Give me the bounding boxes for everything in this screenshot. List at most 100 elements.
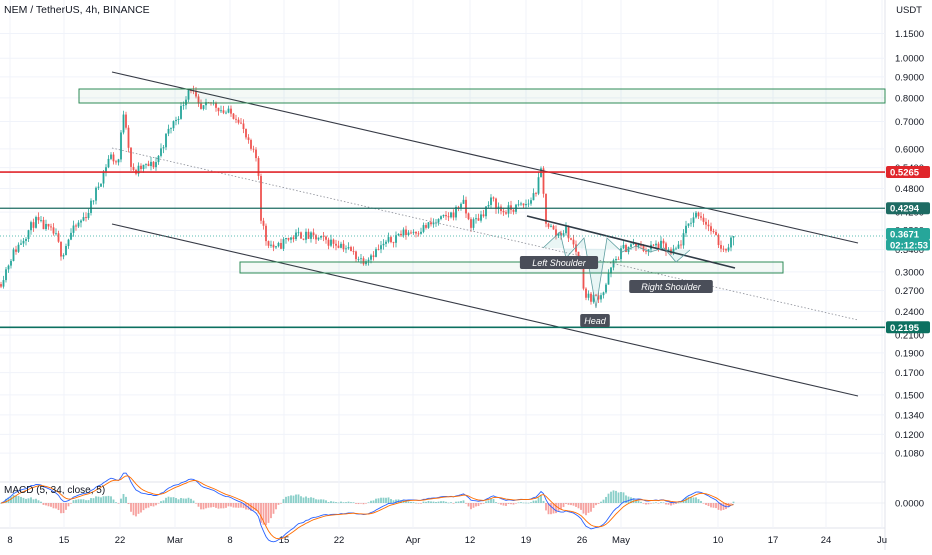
- head-label-text: Head: [584, 316, 607, 326]
- macd-histogram-bar: [297, 494, 300, 503]
- candle-body: [77, 222, 80, 227]
- macd-histogram-bar: [662, 502, 665, 504]
- candle-body: [157, 155, 160, 163]
- macd-histogram-bar: [577, 503, 580, 509]
- x-tick-label: 24: [821, 535, 832, 546]
- macd-histogram-bar: [32, 499, 35, 503]
- macd-legend: MACD (5, 34, close, 5): [4, 485, 106, 496]
- candle-body: [647, 249, 650, 252]
- macd-histogram-bar: [322, 499, 325, 503]
- macd-histogram-bar: [80, 499, 82, 503]
- candle-body: [537, 177, 540, 194]
- candle-body: [272, 244, 275, 248]
- macd-histogram-bar: [537, 497, 540, 503]
- candle-body: [310, 232, 312, 239]
- candle-body: [117, 159, 120, 163]
- candle-body: [477, 218, 480, 221]
- candle-body: [450, 212, 452, 218]
- y-tick-label: 0.9000: [895, 72, 924, 83]
- candle-body: [712, 231, 715, 232]
- candle-body: [122, 114, 125, 133]
- candle-body: [600, 295, 602, 300]
- price-label-last-bg: [886, 228, 930, 241]
- macd-histogram-bar: [25, 498, 27, 503]
- candle-body: [72, 225, 75, 233]
- candle-body: [322, 235, 325, 237]
- macd-histogram-bar: [517, 502, 520, 504]
- macd-histogram-bar: [540, 495, 542, 503]
- macd-histogram-bar: [415, 502, 417, 504]
- candle-body: [385, 241, 387, 244]
- macd-histogram-bar: [92, 498, 95, 503]
- macd-histogram-bar: [77, 499, 80, 503]
- candle-body: [532, 193, 535, 201]
- candle-body: [127, 127, 130, 148]
- macd-histogram-bar: [485, 501, 487, 503]
- macd-histogram-bar: [572, 503, 575, 506]
- macd-histogram-bar: [112, 499, 115, 503]
- macd-histogram-bar: [502, 503, 505, 506]
- macd-histogram-bar: [615, 490, 617, 503]
- macd-histogram-bar: [585, 503, 587, 516]
- macd-histogram-bar: [337, 502, 340, 504]
- candle-body: [97, 186, 100, 188]
- macd-histogram-bar: [702, 503, 705, 504]
- y-tick-label: 0.7000: [895, 117, 924, 128]
- candle-body: [367, 259, 370, 262]
- macd-histogram-bar: [465, 503, 467, 504]
- candle-body: [717, 234, 720, 246]
- macd-histogram-bar: [367, 502, 370, 503]
- head-shoulders-shape: [542, 231, 691, 309]
- macd-histogram-bar: [712, 503, 715, 508]
- price-label-teal-text: 0.4294: [890, 204, 920, 215]
- candle-body: [510, 205, 512, 210]
- macd-histogram-bar: [235, 503, 237, 508]
- candle-body: [370, 255, 372, 260]
- x-tick-label: May: [612, 535, 630, 546]
- candle-body: [577, 251, 580, 260]
- macd-histogram-bar: [380, 497, 382, 503]
- candle-body: [115, 161, 117, 163]
- macd-histogram-bar: [450, 502, 452, 503]
- candle-body: [567, 226, 570, 239]
- symbol-legend: NEM / TetherUS, 4h, BINANCE: [4, 4, 150, 16]
- macd-histogram-bar: [197, 503, 200, 507]
- candle-body: [20, 243, 22, 245]
- candle-body: [300, 232, 302, 239]
- candle-body: [177, 118, 180, 120]
- candle-body: [522, 203, 525, 206]
- macd-histogram-bar: [187, 497, 190, 503]
- macd-histogram-bar: [430, 501, 432, 503]
- macd-histogram-bar: [405, 501, 407, 503]
- candle-body: [730, 237, 732, 248]
- candle-body: [15, 249, 17, 252]
- candle-body: [360, 258, 362, 260]
- candle-body: [605, 284, 607, 293]
- currency-label: USDT: [896, 5, 922, 16]
- macd-histogram-bar: [355, 503, 357, 504]
- candle-body: [480, 214, 482, 221]
- y-tick-label: 0.8000: [895, 93, 924, 104]
- candle-body: [292, 237, 295, 240]
- y-tick-label: 0.4800: [895, 184, 924, 195]
- candle-body: [65, 246, 67, 256]
- macd-histogram-bar: [255, 503, 257, 511]
- candle-body: [167, 128, 170, 134]
- candle-body: [592, 294, 595, 302]
- candle-body: [10, 260, 12, 266]
- macd-histogram-bar: [720, 503, 722, 511]
- candle-body: [682, 233, 685, 246]
- candle-body: [152, 161, 155, 168]
- macd-histogram-bar: [105, 496, 107, 503]
- price-label-last: 0.3671: [886, 228, 930, 241]
- candle-body: [22, 240, 25, 244]
- macd-histogram-bar: [15, 495, 17, 503]
- candle-body: [357, 259, 360, 260]
- macd-histogram-bar: [637, 500, 640, 503]
- macd-histogram-bar: [532, 500, 535, 503]
- x-tick-label: 8: [227, 535, 232, 546]
- candle-body: [335, 243, 337, 246]
